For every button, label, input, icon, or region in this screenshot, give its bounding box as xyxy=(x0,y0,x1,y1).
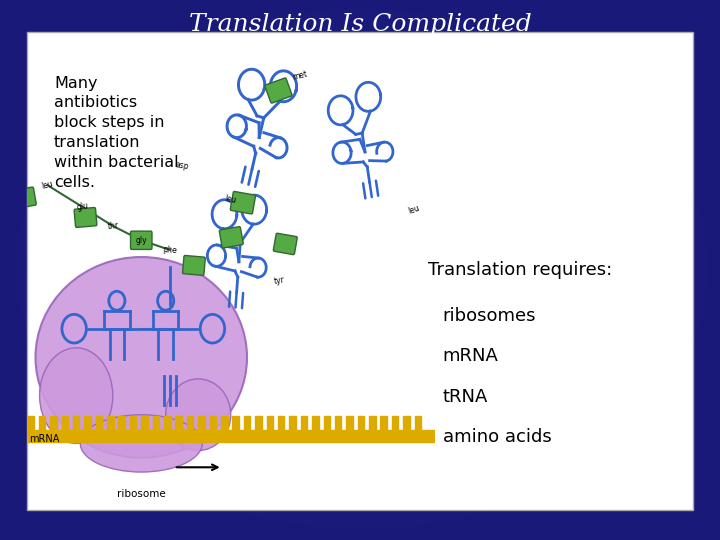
Ellipse shape xyxy=(80,415,202,472)
FancyBboxPatch shape xyxy=(230,192,256,214)
Text: phe: phe xyxy=(162,245,177,255)
FancyBboxPatch shape xyxy=(159,3,185,27)
Text: met: met xyxy=(292,69,308,82)
Text: leu: leu xyxy=(407,203,421,215)
Text: tyr: tyr xyxy=(274,275,286,286)
Text: thr: thr xyxy=(107,221,119,231)
FancyBboxPatch shape xyxy=(130,231,152,249)
Text: Translation Is Complicated: Translation Is Complicated xyxy=(189,13,531,36)
Text: gly: gly xyxy=(135,236,147,245)
FancyBboxPatch shape xyxy=(12,187,36,208)
FancyBboxPatch shape xyxy=(183,255,205,275)
Text: asp: asp xyxy=(174,160,189,172)
Ellipse shape xyxy=(40,348,113,443)
Text: leu: leu xyxy=(41,179,55,191)
Text: mRNA: mRNA xyxy=(443,347,499,366)
Text: leu: leu xyxy=(224,194,238,205)
FancyBboxPatch shape xyxy=(220,227,243,248)
Text: Translation requires:: Translation requires: xyxy=(428,261,613,279)
Text: amino acids: amino acids xyxy=(443,428,552,447)
Text: tRNA: tRNA xyxy=(443,388,488,406)
Ellipse shape xyxy=(166,379,231,450)
FancyBboxPatch shape xyxy=(274,233,297,255)
Text: glu: glu xyxy=(76,201,89,212)
Text: mRNA: mRNA xyxy=(30,434,60,444)
Text: Many
antibiotics
block steps in
translation
within bacterial
cells.: Many antibiotics block steps in translat… xyxy=(54,76,179,190)
Text: ribosome: ribosome xyxy=(117,489,166,498)
Text: ribosomes: ribosomes xyxy=(443,307,536,325)
FancyBboxPatch shape xyxy=(27,32,693,510)
Ellipse shape xyxy=(35,257,247,458)
FancyBboxPatch shape xyxy=(74,207,97,227)
FancyBboxPatch shape xyxy=(265,78,292,103)
